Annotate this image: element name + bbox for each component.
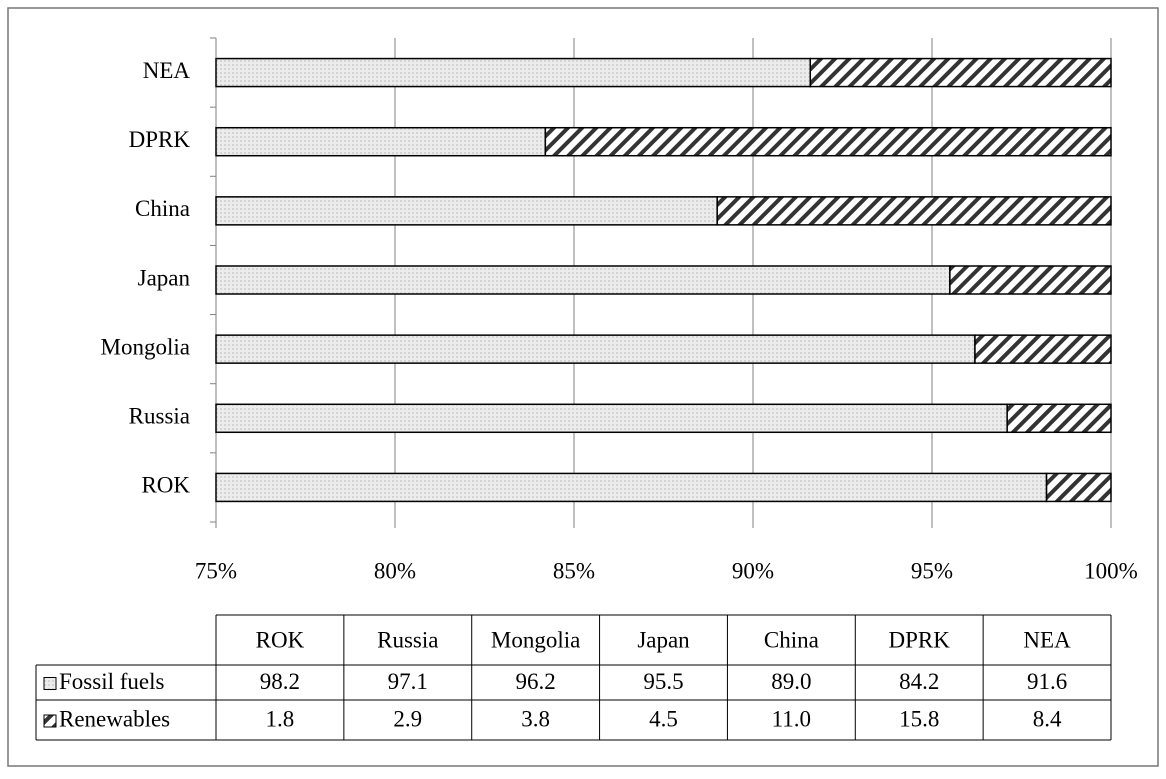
x-tick-label: 75%: [195, 558, 237, 583]
table-value: 97.1: [388, 669, 428, 694]
table-header: DPRK: [889, 627, 951, 652]
table-header: ROK: [256, 627, 305, 652]
x-tick-label: 85%: [553, 558, 595, 583]
bar-segment: [809, 57, 1112, 88]
x-tick-label: 100%: [1084, 558, 1138, 583]
y-tick-label: China: [135, 196, 190, 221]
y-tick-label: Russia: [129, 404, 190, 429]
bar-segment: [215, 126, 547, 157]
legend-swatch: [43, 677, 57, 690]
y-tick-label: ROK: [141, 473, 190, 498]
y-tick-label: Japan: [138, 265, 191, 290]
table-value: 4.5: [649, 706, 678, 731]
table-header: China: [764, 627, 819, 652]
bar-segment: [1006, 403, 1112, 434]
chart-border: [7, 7, 1159, 767]
table-header: Japan: [637, 627, 690, 652]
legend-label: Fossil fuels: [59, 669, 164, 694]
table-value: 2.9: [393, 706, 422, 731]
table-value: 1.8: [266, 706, 295, 731]
bar-segment: [215, 57, 812, 88]
bar-segment: [544, 126, 1112, 157]
bar-segment: [974, 334, 1112, 364]
bar-segment: [215, 196, 718, 226]
table-value: 95.5: [643, 669, 683, 694]
table-value: 96.2: [516, 669, 556, 694]
bar-segment: [1045, 472, 1112, 503]
y-tick-label: Mongolia: [101, 334, 190, 359]
y-tick-label: NEA: [143, 58, 191, 83]
bar-segment: [215, 265, 951, 295]
bar-segment: [716, 196, 1112, 226]
y-tick-label: DPRK: [129, 127, 191, 152]
table-value: 11.0: [772, 706, 811, 731]
table-value: 3.8: [521, 706, 550, 731]
bar-segment: [215, 334, 976, 364]
legend-label: Renewables: [59, 706, 170, 731]
table-header: Russia: [377, 627, 438, 652]
table-value: 91.6: [1027, 669, 1067, 694]
table-value: 8.4: [1033, 706, 1062, 731]
table-value: 84.2: [899, 669, 939, 694]
x-tick-label: 90%: [732, 558, 774, 583]
table-header: NEA: [1023, 627, 1071, 652]
table-value: 98.2: [260, 669, 300, 694]
x-tick-label: 95%: [911, 558, 953, 583]
table-value: 89.0: [771, 669, 811, 694]
x-tick-label: 80%: [374, 558, 416, 583]
table-value: 15.8: [899, 706, 939, 731]
table-header: Mongolia: [491, 627, 580, 652]
bar-segment: [949, 265, 1112, 295]
legend-swatch: [43, 714, 57, 728]
bar-segment: [215, 403, 1008, 434]
bar-segment: [215, 472, 1048, 503]
